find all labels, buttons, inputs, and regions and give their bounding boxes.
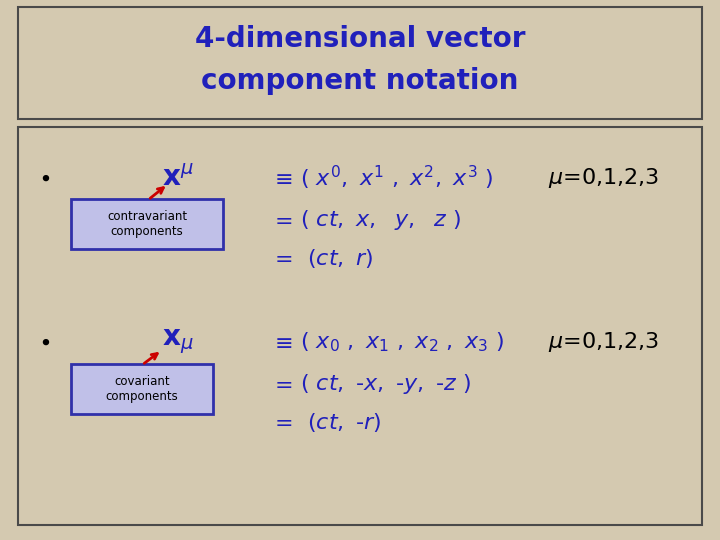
FancyBboxPatch shape: [71, 199, 223, 249]
Text: $\bullet$: $\bullet$: [38, 168, 50, 188]
Text: $( \ x_0 \ , \ x_1 \ , \ x_2 \ , \ x_3 \ )$: $( \ x_0 \ , \ x_1 \ , \ x_2 \ , \ x_3 \…: [300, 330, 504, 354]
Text: covariant
components: covariant components: [106, 375, 179, 403]
FancyBboxPatch shape: [18, 127, 702, 525]
Text: $=$: $=$: [270, 412, 292, 432]
Text: $\bullet$: $\bullet$: [38, 332, 50, 352]
Text: $\mu$=0,1,2,3: $\mu$=0,1,2,3: [548, 330, 659, 354]
Text: $\ (ct, \ r)$: $\ (ct, \ r)$: [300, 246, 374, 269]
Text: $\mu$=0,1,2,3: $\mu$=0,1,2,3: [548, 166, 659, 190]
Text: $( \ ct, \ \text{-}x, \ \text{-}y, \ \text{-}z \ )$: $( \ ct, \ \text{-}x, \ \text{-}y, \ \te…: [300, 372, 471, 396]
Text: $=$: $=$: [270, 210, 292, 230]
Text: $\ (ct, \ \text{-}r)$: $\ (ct, \ \text{-}r)$: [300, 410, 382, 434]
Text: $( \ ct, \ x, \ \ y, \ \ z \ )$: $( \ ct, \ x, \ \ y, \ \ z \ )$: [300, 208, 462, 232]
Text: $=$: $=$: [270, 248, 292, 268]
Text: 4-dimensional vector
component notation: 4-dimensional vector component notation: [194, 25, 526, 94]
Text: $\equiv$: $\equiv$: [270, 332, 292, 352]
FancyBboxPatch shape: [18, 7, 702, 119]
Text: contravariant
components: contravariant components: [107, 210, 187, 238]
Text: $\mathbf{x}_{\mu}$: $\mathbf{x}_{\mu}$: [162, 328, 194, 356]
Text: $=$: $=$: [270, 374, 292, 394]
Text: $\equiv$: $\equiv$: [270, 168, 292, 188]
Text: $( \ x^0, \ x^1 \ , \ x^2, \ x^3 \ )$: $( \ x^0, \ x^1 \ , \ x^2, \ x^3 \ )$: [300, 164, 494, 192]
Text: $\mathbf{x}^{\mu}$: $\mathbf{x}^{\mu}$: [162, 164, 194, 192]
FancyBboxPatch shape: [71, 364, 213, 414]
